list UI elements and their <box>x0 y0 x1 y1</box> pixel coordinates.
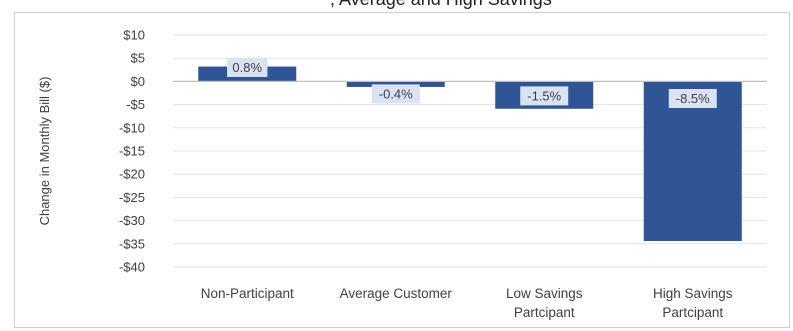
y-tick-label: $0 <box>131 74 145 89</box>
y-tick-label: -$5 <box>126 97 145 112</box>
bars <box>198 66 742 242</box>
bar-chart: $10 $5 $0 -$5 -$10 -$15 -$20 -$25 -$30 -$35 -$40 N… <box>37 28 767 320</box>
data-labels: 0.8% -0.4% -1.5% -8.5% <box>227 57 717 108</box>
category-label: Average Customer <box>340 286 453 301</box>
y-tick-label: $10 <box>123 28 145 43</box>
y-tick-label: $5 <box>131 51 145 66</box>
clipped-title-fragment: , Average and High Savings <box>0 0 793 9</box>
data-label-box <box>371 84 420 104</box>
y-tick-label: -$40 <box>119 260 145 275</box>
y-tick-labels: $10 $5 $0 -$5 -$10 -$15 -$20 -$25 -$30 -$35 -$40 <box>119 28 145 275</box>
data-label-box <box>227 57 268 77</box>
category-label: Partcipant <box>662 305 723 320</box>
chart-frame: $10 $5 $0 -$5 -$10 -$15 -$20 -$25 -$30 -$35 -$40 N… <box>14 12 790 328</box>
category-label: Non-Participant <box>201 286 294 301</box>
category-label: High Savings <box>653 286 733 301</box>
category-label: Low Savings <box>506 286 583 301</box>
category-label: Partcipant <box>514 305 575 320</box>
data-label: -1.5% <box>527 88 561 103</box>
data-label: -0.4% <box>379 86 413 101</box>
y-axis-label: Change in Monthly Bill ($) <box>37 77 52 226</box>
data-label-box <box>520 86 569 106</box>
y-tick-label: -$10 <box>119 120 145 135</box>
y-tick-label: -$15 <box>119 144 145 159</box>
title-fragment-text: , Average and High Savings <box>330 0 552 9</box>
category-labels: Non-Participant Average Customer Low Savin… <box>201 286 733 320</box>
y-tick-label: -$20 <box>119 167 145 182</box>
data-label: 0.8% <box>232 60 262 75</box>
gridlines <box>173 34 767 268</box>
y-tick-label: -$35 <box>119 236 145 251</box>
data-label-box <box>668 89 717 108</box>
data-label: -8.5% <box>676 91 710 106</box>
y-tick-label: -$30 <box>119 213 145 228</box>
bar <box>346 81 445 87</box>
y-tick-label: -$25 <box>119 190 145 205</box>
bar <box>643 81 742 242</box>
